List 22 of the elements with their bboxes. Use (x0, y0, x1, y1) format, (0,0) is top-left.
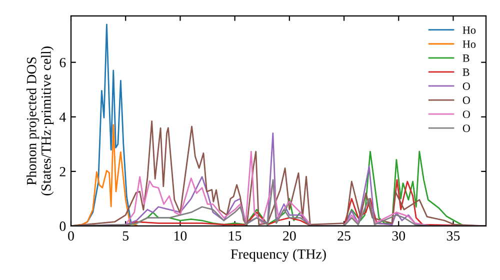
y-tick-label: 6 (60, 58, 66, 68)
legend-label: O (462, 110, 470, 118)
x-tick-label: 35 (446, 231, 460, 241)
x-tick-label: 25 (338, 231, 350, 241)
legend-label: O (462, 96, 470, 104)
x-tick-label: 15 (229, 231, 242, 241)
legend-label: Ho (462, 40, 476, 48)
x-tick-label: 10 (174, 231, 187, 241)
x-tick-label: 5 (122, 231, 129, 241)
legend-label: B (462, 54, 470, 62)
y-axis-title: Phonon projected DOS (States/THz·primitive cell) (26, 46, 54, 196)
legend-label: Ho (462, 26, 476, 34)
y-tick-label: 0 (60, 222, 66, 231)
x-axis-title: Frequency (THz) (230, 248, 326, 262)
x-tick-label: 30 (392, 231, 406, 241)
y-tick-label: 4 (59, 112, 66, 122)
x-tick-label: 0 (68, 231, 74, 241)
legend-label: B (462, 68, 470, 76)
x-tick-label: 20 (283, 231, 296, 241)
legend-label: O (462, 82, 470, 90)
y-tick-label: 2 (60, 167, 66, 176)
legend-label: O (462, 124, 470, 132)
